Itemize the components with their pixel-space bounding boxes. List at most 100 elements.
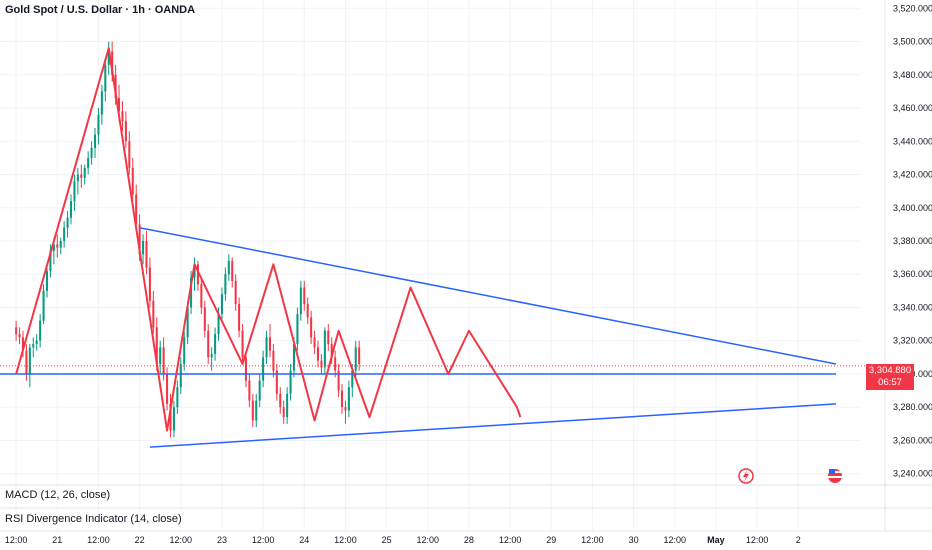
candle <box>251 393 254 428</box>
candle <box>90 141 93 165</box>
candle-body <box>90 147 93 158</box>
candle-body <box>286 393 289 418</box>
candle <box>207 324 210 364</box>
candle <box>200 277 203 315</box>
candle-body <box>45 270 49 291</box>
candle <box>323 327 326 374</box>
candle-body <box>358 347 361 364</box>
candle-body <box>224 274 227 295</box>
candle-body <box>52 244 55 251</box>
us-flag-icon-canton <box>829 469 835 474</box>
candle <box>316 340 320 368</box>
candle-body <box>183 337 186 364</box>
candle-body <box>83 167 86 178</box>
candle <box>183 330 186 371</box>
candle-body <box>327 330 330 345</box>
candle <box>83 164 86 185</box>
candle-body <box>49 250 52 271</box>
y-tick-label: 3,260.000 <box>893 435 932 445</box>
candle <box>286 387 289 424</box>
candle-body <box>56 244 59 248</box>
candle-body <box>244 357 247 381</box>
grid <box>0 0 932 532</box>
candle-body <box>179 363 182 388</box>
candle <box>59 237 62 255</box>
candle-body <box>344 407 347 411</box>
candle-body <box>310 317 313 338</box>
candle-body <box>172 407 175 431</box>
y-tick-label: 3,340.000 <box>893 302 932 312</box>
candle-body <box>296 314 299 345</box>
candle <box>262 350 265 388</box>
candle <box>279 387 282 414</box>
candle-body <box>118 98 121 112</box>
candle-body <box>217 314 220 335</box>
candle <box>18 327 21 345</box>
candle-body <box>220 294 223 315</box>
candle <box>56 234 59 258</box>
candle <box>93 127 97 158</box>
zigzag-pattern <box>15 47 522 432</box>
candle-body <box>227 260 230 275</box>
candle <box>203 300 206 338</box>
x-tick-label: 2 <box>796 535 801 545</box>
candle-body <box>111 51 114 75</box>
y-tick-label: 3,460.000 <box>893 103 932 113</box>
candle <box>282 400 285 424</box>
candle <box>241 324 244 364</box>
candle-body <box>238 304 241 331</box>
x-tick-label: 12:00 <box>252 535 275 545</box>
candle-body <box>21 337 25 351</box>
rsi-indicator-label[interactable]: RSI Divergence Indicator (14, close) <box>5 513 182 525</box>
candle-body <box>76 174 79 182</box>
candle-body <box>169 403 172 431</box>
candle <box>97 108 100 145</box>
y-tick-label: 3,320.000 <box>893 336 932 346</box>
macd-indicator-label[interactable]: MACD (12, 26, close) <box>5 489 111 501</box>
candle-body <box>138 224 141 255</box>
x-tick-label: 12:00 <box>417 535 440 545</box>
candlesticks <box>15 41 361 438</box>
candle-body <box>97 114 100 135</box>
candle <box>148 257 151 308</box>
candle-body <box>128 141 131 168</box>
candle <box>131 157 134 202</box>
candle-body <box>241 330 244 358</box>
candle-body <box>121 111 124 122</box>
candle <box>299 280 302 321</box>
us-flag-icon-stripe <box>828 476 842 478</box>
x-tick-label: 12:00 <box>663 535 686 545</box>
candle <box>255 393 258 428</box>
candle <box>159 340 162 374</box>
x-tick-label: 29 <box>546 535 556 545</box>
candle-body <box>265 337 268 358</box>
candle <box>35 334 38 351</box>
candle-body <box>15 327 18 335</box>
candle-body <box>186 307 189 338</box>
candle <box>145 231 148 275</box>
flash-event-icon <box>738 468 754 484</box>
candle <box>100 84 103 125</box>
x-tick-label: May <box>707 535 725 545</box>
candle-body <box>334 357 337 371</box>
candle-body <box>114 74 117 99</box>
candle <box>224 267 227 301</box>
chart-title: Gold Spot / U.S. Dollar · 1h · OANDA <box>5 4 196 16</box>
candle <box>340 383 344 414</box>
candle-body <box>320 360 323 368</box>
candle <box>310 310 313 345</box>
y-tick-label: 3,240.000 <box>893 469 932 479</box>
candle-body <box>73 181 76 202</box>
candle-body <box>337 370 340 391</box>
candle <box>238 297 241 338</box>
candle <box>193 257 196 291</box>
candle-body <box>306 304 309 318</box>
y-tick-label: 3,480.000 <box>893 70 932 80</box>
candle-body <box>131 167 134 195</box>
candle-body <box>214 334 217 355</box>
x-tick-label: 12:00 <box>334 535 357 545</box>
candle <box>303 280 306 311</box>
candle <box>289 363 292 401</box>
candle <box>313 330 316 355</box>
